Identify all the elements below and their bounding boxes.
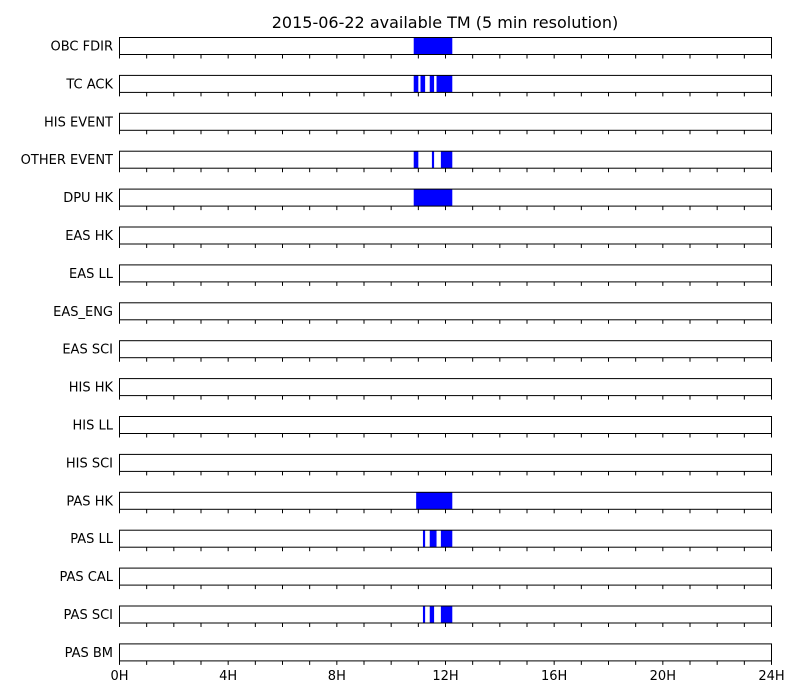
row-label: OTHER EVENT: [21, 153, 113, 168]
row-obc-fdir: OBC FDIR: [51, 37, 772, 59]
chart-rows: OBC FDIR TC ACK HIS EVENT OTHER EVENT DPU HK…: [21, 37, 772, 665]
row-pas-sci: PAS SCI: [64, 605, 772, 627]
row-pas-hk: PAS HK: [66, 491, 772, 514]
row-label: EAS HK: [65, 229, 113, 244]
availability-segment: [440, 606, 453, 623]
row-frame: [119, 264, 772, 283]
chart-title: 2015-06-22 available TM (5 min resolutio…: [272, 13, 618, 32]
row-his-event: HIS EVENT: [44, 112, 772, 135]
row-label: EAS SCI: [62, 343, 113, 358]
availability-segment: [436, 75, 453, 93]
row-label: HIS HK: [69, 381, 114, 396]
row-label: EAS LL: [69, 267, 114, 282]
row-label: EAS_ENG: [53, 305, 113, 320]
row-his-hk: HIS HK: [69, 378, 772, 400]
availability-segment: [431, 151, 435, 169]
row-frame: [119, 340, 772, 359]
row-label: HIS LL: [73, 419, 114, 434]
row-eas-ll: EAS LL: [69, 264, 772, 286]
availability-segment: [440, 151, 453, 169]
row-label: OBC FDIR: [51, 40, 114, 55]
availability-segment: [429, 530, 437, 548]
availability-segment: [413, 189, 453, 207]
row-frame: [119, 643, 772, 662]
row-frame: [119, 453, 772, 472]
availability-segment: [422, 530, 426, 548]
x-tick-label: 24H: [758, 669, 784, 684]
row-frame: [119, 302, 772, 321]
availability-segment: [440, 530, 453, 548]
availability-segment: [429, 75, 435, 93]
availability-segment: [420, 75, 426, 93]
row-eas-sci: EAS SCI: [62, 340, 772, 362]
row-frame: [119, 416, 772, 434]
x-tick-label: 20H: [650, 669, 676, 684]
availability-segment: [416, 492, 453, 510]
x-tick-label: 4H: [219, 669, 237, 684]
availability-segment: [422, 606, 426, 623]
availability-segment: [429, 606, 435, 623]
row-eas-eng: EAS_ENG: [53, 302, 772, 324]
availability-segment: [413, 151, 419, 169]
row-label: TC ACK: [65, 77, 113, 92]
row-his-ll: HIS LL: [73, 416, 772, 438]
row-frame: [119, 567, 772, 586]
row-pas-bm: PAS BM: [65, 643, 772, 665]
row-label: HIS SCI: [66, 456, 113, 471]
row-frame: [119, 226, 772, 245]
row-pas-cal: PAS CAL: [60, 567, 772, 590]
x-tick-label: 12H: [432, 669, 458, 684]
row-label: PAS HK: [66, 494, 113, 509]
availability-segment: [413, 37, 453, 55]
availability-segment: [413, 75, 419, 93]
x-tick-label: 8H: [328, 669, 346, 684]
row-frame: [119, 378, 772, 397]
row-pas-ll: PAS LL: [70, 529, 772, 552]
row-tc-ack: TC ACK: [65, 74, 772, 97]
x-tick-label: 0H: [110, 669, 128, 684]
row-label: PAS CAL: [60, 570, 114, 585]
row-label: PAS SCI: [64, 608, 113, 623]
row-frame: [119, 112, 772, 131]
row-label: PAS BM: [65, 646, 113, 661]
row-label: HIS EVENT: [44, 115, 113, 130]
row-dpu-hk: DPU HK: [63, 188, 772, 211]
row-other-event: OTHER EVENT: [21, 150, 772, 173]
x-tick-label: 16H: [541, 669, 567, 684]
x-axis: 0H 4H 8H 12H 16H 20H 24H: [110, 669, 784, 684]
row-label: PAS LL: [70, 532, 114, 547]
row-eas-hk: EAS HK: [65, 226, 772, 248]
row-label: DPU HK: [63, 191, 113, 206]
row-his-sci: HIS SCI: [66, 453, 772, 476]
